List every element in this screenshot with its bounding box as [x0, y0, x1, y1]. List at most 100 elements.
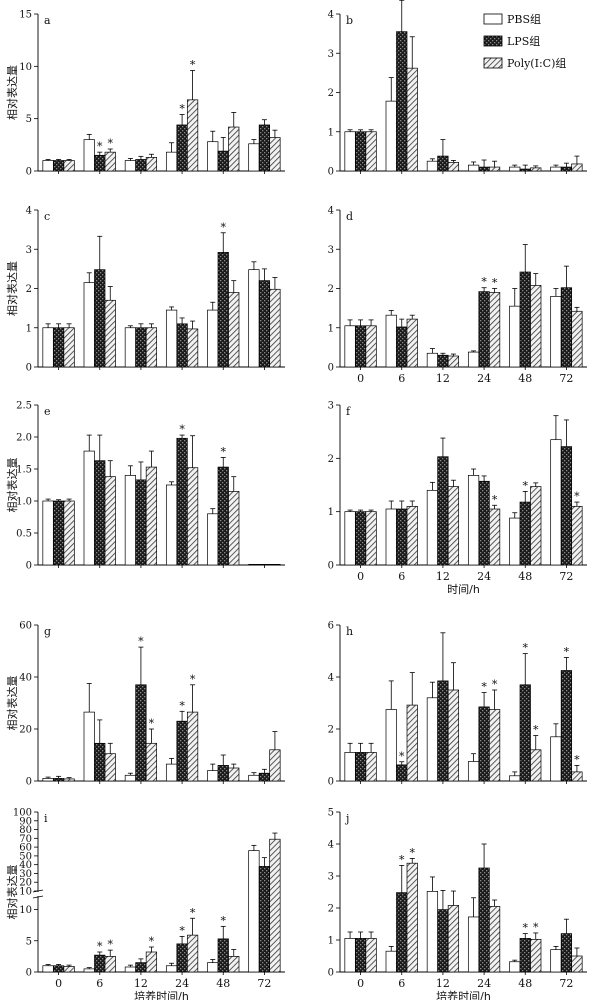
bar-g-pbs [42, 778, 54, 782]
bar-a-polyic [104, 151, 116, 172]
bar-i-pbs [248, 850, 260, 973]
significance-mark-a: * [190, 59, 196, 72]
y-tick-label-a: 0 [26, 167, 32, 178]
y-tick-label-c: 0 [26, 363, 32, 374]
bar-i-polyic [145, 951, 158, 973]
y-tick-label-i: 30 [19, 869, 32, 880]
y-tick-label-c: 1 [26, 323, 32, 334]
y-tick-label-j: 4 [328, 840, 334, 851]
bar-f-polyic [530, 486, 542, 566]
bar-e-pbs [83, 450, 95, 566]
bar-e-polyic [63, 500, 75, 566]
bar-i-lps [94, 954, 106, 973]
y-tick-label-f: 2 [328, 454, 334, 465]
y-tick-label-g: 40 [19, 673, 32, 684]
bar-j-lps [519, 938, 531, 973]
y-tick-label-d: 1 [328, 323, 334, 334]
bar-j-lps [478, 867, 490, 973]
bar-e-polyic [228, 491, 240, 566]
bar-e-pbs [42, 500, 54, 566]
chart-panels: 051015a相对表达量****01234b*01234c相对表达量*01234… [5, 0, 587, 1000]
bar-a-pbs [165, 151, 178, 172]
y-tick-label-f: 0 [328, 561, 334, 572]
x-tick-label-f: 12 [436, 570, 450, 583]
bar-h-polyic [530, 749, 542, 782]
bar-h-polyic [406, 704, 418, 782]
y-tick-label-i: 80 [19, 825, 32, 836]
panel-letter-j: j [344, 812, 349, 825]
bar-e-lps [135, 479, 147, 566]
bar-d-lps [560, 287, 573, 368]
x-tick-label-f: 0 [357, 570, 364, 583]
bar-e-polyic [145, 466, 158, 566]
bar-a-polyic [269, 137, 281, 172]
bar-h-pbs [550, 736, 562, 782]
bar-c-lps [258, 280, 271, 368]
bar-c-pbs [165, 309, 178, 368]
bar-h-pbs [509, 775, 521, 782]
axis-break-mark [32, 895, 44, 899]
y-tick-label-e: 1.0 [16, 497, 32, 508]
x-tick-label-f: 48 [518, 570, 532, 583]
bar-e-pbs [165, 484, 178, 566]
bar-b-pbs [344, 131, 356, 172]
y-tick-label-i: 10 [19, 905, 32, 916]
y-tick-label-e: 0 [26, 561, 32, 572]
bar-g-polyic [145, 742, 158, 782]
bar-c-polyic [145, 327, 158, 368]
bar-b-lps [396, 31, 408, 172]
y-tick-label-e: 1.5 [16, 465, 32, 476]
y-tick-label-a: 10 [19, 62, 32, 73]
bar-a-pbs [248, 143, 260, 172]
bar-i-lps [217, 938, 229, 973]
bar-c-pbs [248, 269, 260, 368]
bar-g-polyic [63, 778, 75, 782]
bar-h-lps [519, 684, 531, 782]
significance-mark-g: * [138, 635, 144, 648]
bar-e-pbs [207, 513, 219, 566]
bar-f-lps [560, 446, 573, 566]
bar-e-polyic [104, 476, 116, 566]
bar-a-polyic [63, 160, 75, 172]
y-tick-label-j: 2 [328, 904, 334, 915]
x-tick-label-i: 48 [216, 977, 230, 990]
y-tick-label-b: 4 [328, 10, 334, 21]
y-tick-label-b: 1 [328, 127, 334, 138]
x-tick-label-j: 6 [398, 977, 405, 990]
bar-c-lps [94, 269, 106, 368]
bar-g-pbs [165, 763, 178, 782]
panel-g: 0 20 40 60 g 相对表达量 * * * * [5, 621, 285, 788]
bar-i-pbs [124, 966, 137, 973]
bar-b-polyic [530, 167, 542, 172]
bar-d-lps [396, 326, 408, 368]
bar-f-pbs [467, 475, 480, 566]
bar-b-pbs [385, 100, 397, 172]
bar-i-pbs [83, 968, 95, 973]
legend-label-pbs: PBS组 [507, 12, 541, 26]
x-tick-label-d: 6 [398, 372, 405, 385]
y-tick-label-h: 2 [328, 725, 334, 736]
significance-mark-i: * [221, 914, 227, 927]
y-tick-label-d: 4 [328, 206, 334, 217]
bar-d-pbs [550, 296, 562, 368]
significance-mark-e: * [179, 423, 185, 436]
bar-c-pbs [42, 327, 54, 368]
x-tick-label-d: 72 [559, 372, 573, 385]
y-axis-label-g: 相对表达量 [5, 676, 19, 731]
bar-f-polyic [571, 505, 583, 566]
y-axis-label-c: 相对表达量 [5, 261, 19, 316]
bar-h-lps [560, 670, 573, 782]
bar-b-polyic [406, 67, 418, 172]
bar-h-lps [437, 680, 449, 782]
y-tick-label-c: 4 [26, 206, 32, 217]
bar-g-polyic [104, 753, 116, 782]
bar-j-polyic [571, 955, 583, 973]
bar-d-polyic [406, 318, 418, 368]
x-tick-label-d: 12 [436, 372, 450, 385]
y-tick-label-a: 15 [19, 10, 32, 21]
panel-letter-c: c [44, 210, 50, 223]
bar-e-lps [258, 564, 271, 566]
significance-mark-d: * [481, 276, 487, 289]
